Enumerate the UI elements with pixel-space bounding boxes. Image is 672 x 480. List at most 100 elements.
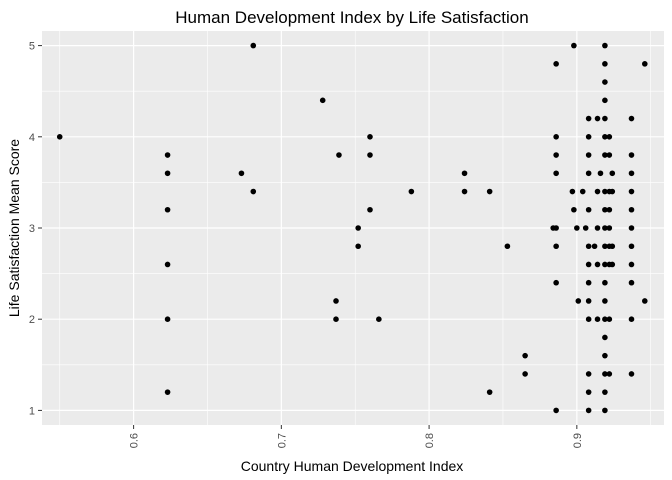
data-point (602, 352, 608, 359)
data-point (579, 188, 586, 195)
y-tick-label: 4 (29, 132, 35, 144)
data-point (585, 407, 592, 414)
data-point (609, 188, 616, 195)
data-point (553, 152, 559, 158)
data-point (164, 170, 171, 177)
data-point (594, 115, 601, 122)
data-point (408, 188, 415, 195)
data-point (585, 389, 592, 395)
data-point (594, 188, 601, 195)
data-point (602, 298, 608, 304)
data-point (628, 261, 635, 268)
data-point (585, 316, 592, 323)
data-point (585, 206, 592, 213)
data-point (164, 206, 171, 213)
data-point (164, 389, 171, 395)
data-point (553, 243, 559, 250)
data-point (319, 97, 326, 104)
data-point (553, 61, 559, 67)
x-tick-label: 0.9 (572, 433, 584, 448)
data-point (602, 243, 608, 250)
data-point (367, 152, 373, 158)
x-tick-label: 0.7 (276, 433, 288, 448)
data-point (585, 279, 592, 286)
data-point (585, 261, 592, 268)
data-point (594, 225, 601, 231)
y-tick-label: 5 (29, 41, 35, 53)
data-point (602, 371, 608, 377)
data-point (367, 206, 373, 213)
data-point (575, 298, 582, 304)
data-point (522, 371, 528, 377)
data-point (609, 243, 616, 250)
data-point (602, 225, 608, 231)
x-tick-label: 0.6 (129, 433, 141, 448)
data-point (571, 206, 577, 213)
data-point (628, 316, 635, 323)
data-point (164, 152, 171, 158)
x-axis-ticks: 0.6 0.7 0.8 0.9 (129, 425, 584, 448)
data-point (628, 188, 635, 195)
data-point (641, 298, 648, 304)
data-point (597, 170, 604, 177)
x-axis-title: Country Human Development Index (241, 458, 464, 474)
y-axis-ticks: 1 2 3 4 5 (29, 41, 42, 417)
data-point (602, 97, 608, 104)
data-point (585, 115, 592, 122)
chart-title: Human Development Index by Life Satisfac… (175, 8, 528, 27)
data-point (585, 371, 592, 377)
data-point (56, 133, 63, 140)
data-point (553, 170, 559, 177)
data-point (486, 389, 493, 395)
data-point (628, 152, 635, 158)
data-point (602, 152, 608, 158)
data-point (250, 42, 257, 49)
data-point (641, 61, 648, 67)
major-gridlines (42, 31, 664, 425)
data-point (461, 170, 468, 177)
data-point (355, 243, 361, 250)
data-point (602, 115, 608, 122)
data-point (461, 188, 468, 195)
y-axis-title: Life Satisfaction Mean Score (6, 139, 22, 317)
data-point (602, 133, 608, 140)
data-point (585, 133, 592, 140)
data-point (553, 407, 559, 414)
data-point (602, 206, 608, 213)
data-point (582, 225, 589, 231)
data-point (594, 261, 601, 268)
data-point (606, 371, 613, 377)
data-point (250, 188, 257, 195)
data-point (606, 225, 613, 231)
y-tick-label: 2 (29, 314, 35, 326)
data-point (553, 225, 559, 231)
data-point (602, 42, 608, 49)
data-point (602, 316, 608, 323)
data-point (569, 188, 576, 195)
data-point (164, 261, 171, 268)
data-point (591, 243, 598, 250)
y-tick-label: 3 (29, 223, 35, 235)
data-point (602, 188, 608, 195)
data-point (602, 261, 608, 268)
data-point (585, 298, 592, 304)
data-point (606, 316, 613, 323)
data-point (486, 188, 493, 195)
data-point (628, 225, 635, 231)
data-point (602, 334, 608, 341)
data-point (606, 133, 613, 140)
data-point (594, 316, 601, 323)
data-point (609, 261, 616, 268)
data-point (553, 279, 559, 286)
data-point (606, 206, 613, 213)
data-point (628, 371, 635, 377)
data-point (336, 152, 342, 158)
data-point (628, 279, 635, 286)
data-points (56, 42, 648, 414)
data-point (602, 389, 608, 395)
data-point (585, 243, 592, 250)
data-point (606, 152, 613, 158)
data-point (333, 316, 339, 323)
data-point (628, 243, 635, 250)
